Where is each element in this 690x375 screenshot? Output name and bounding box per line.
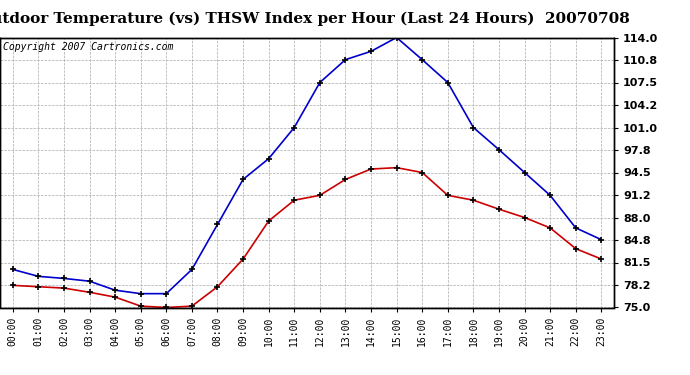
Text: Copyright 2007 Cartronics.com: Copyright 2007 Cartronics.com	[3, 42, 173, 51]
Text: Outdoor Temperature (vs) THSW Index per Hour (Last 24 Hours)  20070708: Outdoor Temperature (vs) THSW Index per …	[0, 11, 629, 26]
